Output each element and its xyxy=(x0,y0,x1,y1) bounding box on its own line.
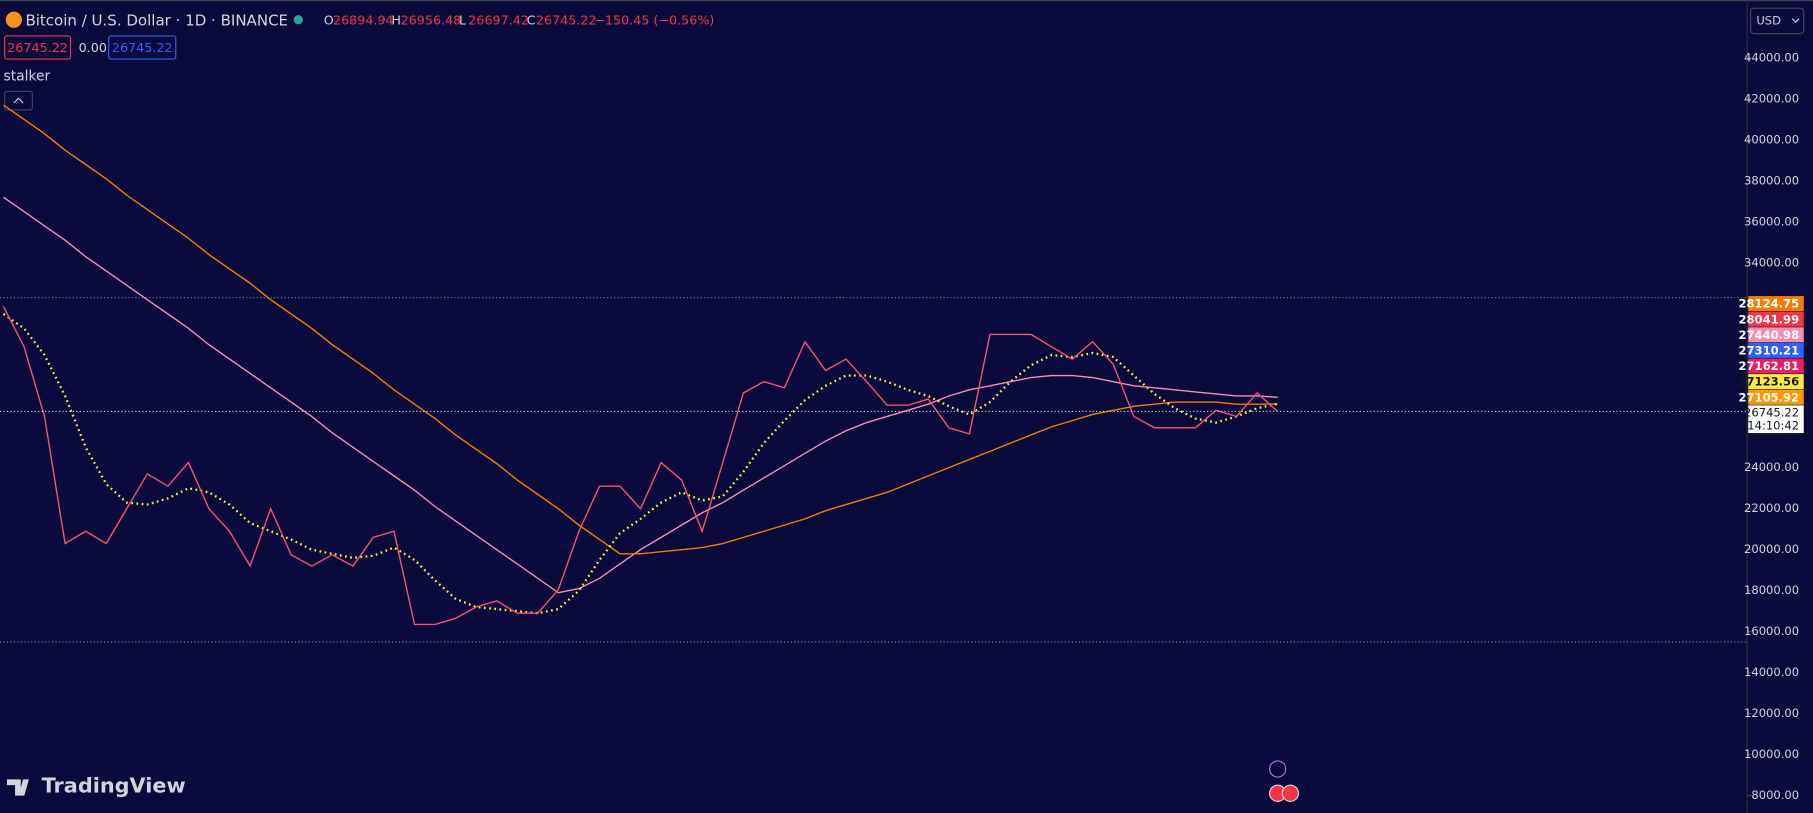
ohlc-value: 26745.22 xyxy=(536,12,597,27)
series-line xyxy=(3,104,1278,555)
change: −150.45 (−0.56%) xyxy=(594,12,714,27)
price-tag-label: 27440.98 xyxy=(1738,328,1799,342)
event-icon[interactable] xyxy=(1268,760,1287,778)
ohlc-value: 26697.42 xyxy=(468,12,529,27)
price-tag-label: 28041.99 xyxy=(1738,312,1799,326)
series-line xyxy=(2,313,1278,615)
price-tag xyxy=(1748,374,1804,390)
buy-badge[interactable] xyxy=(108,35,177,60)
price-tag xyxy=(1748,327,1804,343)
collapse-icon xyxy=(13,97,24,104)
last-price-tag xyxy=(1748,405,1804,434)
y-tick-label: 34000.00 xyxy=(1744,255,1799,269)
countdown: 14:10:42 xyxy=(1747,419,1799,433)
y-tick-label: 8000.00 xyxy=(1751,788,1799,802)
ohlc-label: C xyxy=(527,12,536,27)
currency-button[interactable] xyxy=(1749,7,1805,35)
status-dot xyxy=(293,15,303,25)
y-tick-label: 42000.00 xyxy=(1744,91,1799,105)
spread: 0.00 xyxy=(79,40,107,55)
y-tick-label: 20000.00 xyxy=(1744,542,1799,556)
series-line xyxy=(2,306,1279,626)
price-tag xyxy=(1748,296,1804,312)
price-tag-label: 28124.75 xyxy=(1738,297,1799,311)
ohlc-value: 26956.48 xyxy=(401,12,462,27)
y-tick-label: 38000.00 xyxy=(1744,173,1799,187)
price-tag-label: 27162.81 xyxy=(1738,359,1799,373)
ohlc-label: H xyxy=(391,12,401,27)
price-tag xyxy=(1748,342,1804,358)
ohlc-label: L xyxy=(459,12,467,27)
series-line xyxy=(3,196,1278,594)
indicator-name: stalker xyxy=(3,68,50,84)
logo-icon xyxy=(6,779,29,796)
y-tick-label: 36000.00 xyxy=(1744,214,1799,228)
price-tag xyxy=(1748,358,1804,374)
price-tag xyxy=(1748,389,1804,405)
y-tick-label: 12000.00 xyxy=(1744,706,1799,720)
price-tag-label: 27123.56 xyxy=(1738,375,1799,389)
buy-price: 26745.22 xyxy=(112,40,173,55)
price-tag-label: 27310.21 xyxy=(1738,344,1799,358)
currency-caret xyxy=(1791,18,1800,23)
y-tick-label: 18000.00 xyxy=(1744,583,1799,597)
y-tick-label: 44000.00 xyxy=(1744,50,1799,64)
price-tag xyxy=(1748,311,1804,327)
ohlc-value: 26894.94 xyxy=(333,12,394,27)
y-tick-label: 10000.00 xyxy=(1744,747,1799,761)
symbol-title: Bitcoin / U.S. Dollar · 1D · BINANCE xyxy=(25,11,288,29)
collapse-button[interactable] xyxy=(4,90,33,111)
y-tick-label: 14000.00 xyxy=(1744,665,1799,679)
y-tick-label: 16000.00 xyxy=(1744,624,1799,638)
event-icon[interactable] xyxy=(1281,784,1300,802)
btc-icon xyxy=(5,11,22,28)
y-tick-label: 40000.00 xyxy=(1744,132,1799,146)
y-tick-label: 22000.00 xyxy=(1744,501,1799,515)
price-tag-label: 27105.92 xyxy=(1738,390,1799,404)
logo: TradingView xyxy=(42,773,186,797)
ohlc-label: O xyxy=(324,12,334,27)
currency: USD xyxy=(1756,13,1781,27)
y-tick-label: 24000.00 xyxy=(1744,460,1799,474)
sell-price: 26745.22 xyxy=(7,40,68,55)
last-price-label: 26745.22 xyxy=(1744,405,1799,419)
sell-badge[interactable] xyxy=(4,35,72,60)
